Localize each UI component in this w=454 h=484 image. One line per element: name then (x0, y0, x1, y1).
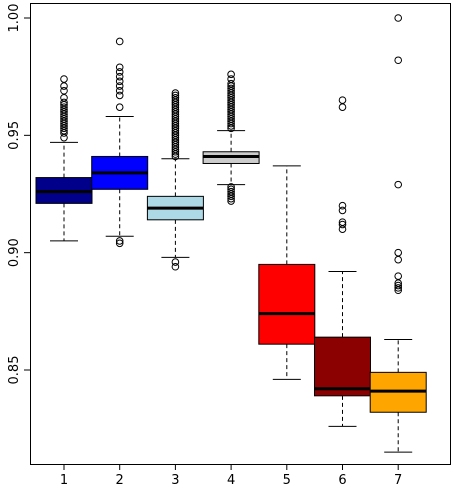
box-iqr (314, 336, 371, 397)
outlier-point (338, 96, 347, 104)
outlier-point (171, 89, 180, 97)
y-tick-label: 0.90 (7, 238, 22, 267)
x-tick-label: 3 (171, 473, 179, 484)
outlier-point (394, 180, 403, 189)
outlier-point (115, 72, 124, 81)
box-group-7 (369, 14, 427, 453)
box-group-3 (146, 89, 204, 271)
outlier-point (60, 75, 68, 83)
box-group-5 (258, 165, 316, 380)
outlier-point (227, 70, 235, 79)
x-tick-label: 2 (116, 473, 124, 484)
y-tick-label: 0.95 (7, 121, 22, 150)
box-iqr (258, 263, 316, 345)
outlier-point (394, 284, 403, 292)
outlier-point (60, 86, 68, 95)
x-tick-label: 5 (283, 473, 291, 484)
outlier-point (338, 201, 347, 210)
outlier-point (394, 272, 403, 280)
outlier-point (227, 79, 235, 88)
outlier-point (227, 183, 235, 191)
outlier-point (171, 91, 180, 100)
x-tick-label: 6 (338, 473, 346, 484)
outlier-point (394, 281, 403, 290)
outlier-point (394, 14, 403, 22)
outlier-point (227, 75, 235, 83)
outlier-point (115, 239, 124, 248)
outlier-point (115, 91, 124, 100)
outlier-point (115, 77, 124, 86)
box-group-2 (91, 37, 149, 248)
outlier-point (394, 56, 403, 65)
plot-frame (30, 3, 451, 465)
x-axis: 1 2 3 4 5 6 7 (60, 464, 402, 484)
box-group-1 (35, 75, 93, 242)
outlier-point (60, 82, 68, 90)
outlier-point (60, 98, 68, 107)
box-group-4 (202, 70, 260, 205)
outlier-point (60, 93, 68, 102)
boxes-layer (35, 14, 427, 453)
outlier-point (171, 258, 180, 266)
box-group-6 (314, 96, 371, 427)
outlier-point (115, 63, 124, 72)
outlier-point (338, 103, 347, 111)
x-tick-label: 1 (60, 473, 68, 484)
outlier-point (115, 86, 124, 95)
outlier-point (115, 82, 124, 90)
outlier-point (227, 185, 235, 194)
x-tick-label: 7 (394, 473, 402, 484)
x-tick-label: 4 (227, 473, 235, 484)
outlier-point (60, 103, 68, 111)
outlier-point (115, 237, 124, 245)
outlier-point (394, 248, 403, 257)
outlier-point (227, 187, 235, 196)
outlier-point (115, 103, 124, 111)
outlier-point (338, 220, 347, 229)
outlier-point (115, 37, 124, 46)
y-axis: 0.85 0.90 0.95 1.00 (7, 4, 30, 385)
y-tick-label: 1.00 (7, 4, 22, 33)
outlier-point (338, 218, 347, 226)
outlier-point (171, 93, 180, 102)
outlier-point (227, 84, 235, 93)
outlier-point (338, 206, 347, 215)
outlier-point (394, 255, 403, 264)
outlier-point (115, 68, 124, 76)
outlier-point (171, 262, 180, 271)
y-tick-label: 0.85 (7, 356, 22, 385)
